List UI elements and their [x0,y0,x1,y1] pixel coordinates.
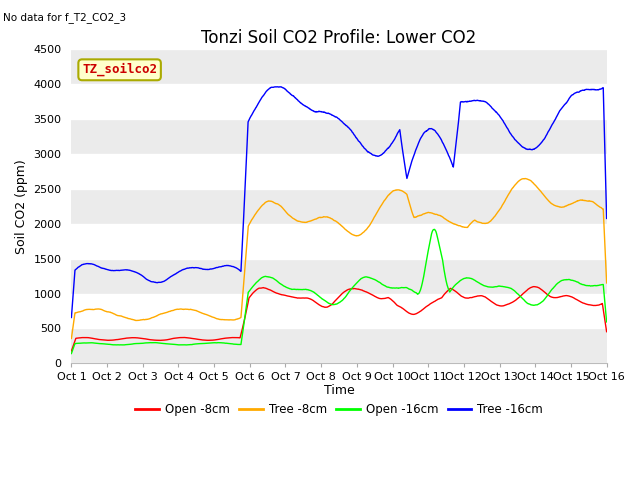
Bar [72,189,607,224]
Legend: Open -8cm, Tree -8cm, Open -16cm, Tree -16cm: Open -8cm, Tree -8cm, Open -16cm, Tree -… [131,398,548,420]
Y-axis label: Soil CO2 (ppm): Soil CO2 (ppm) [15,159,28,253]
Bar [72,49,607,84]
Bar [72,119,607,154]
X-axis label: Time: Time [324,384,355,397]
Title: Tonzi Soil CO2 Profile: Lower CO2: Tonzi Soil CO2 Profile: Lower CO2 [202,29,477,48]
Text: TZ_soilco2: TZ_soilco2 [82,63,157,76]
Bar [72,328,607,363]
Text: No data for f_T2_CO2_3: No data for f_T2_CO2_3 [3,12,126,23]
Bar [72,259,607,293]
